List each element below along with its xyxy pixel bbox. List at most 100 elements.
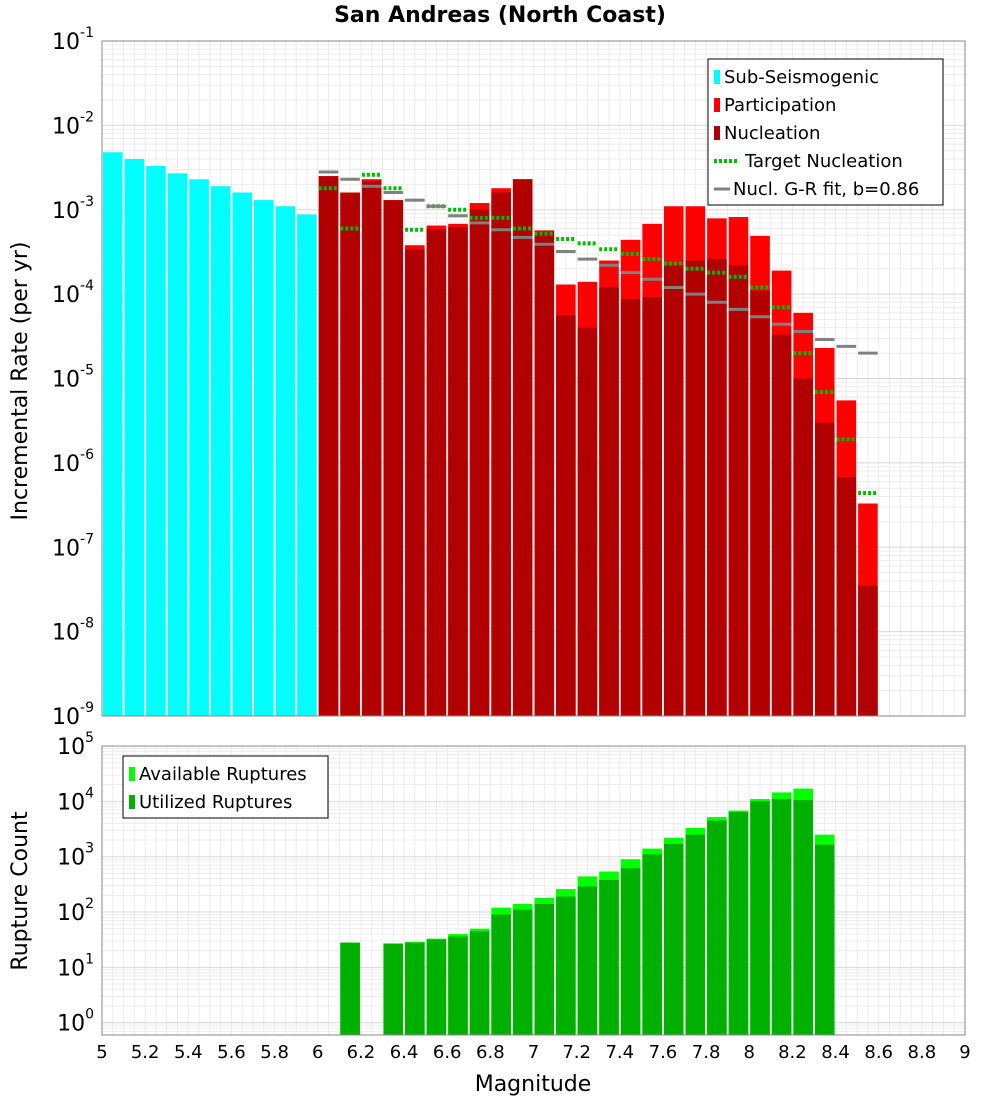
y-tick-label-top: 10-6 xyxy=(52,447,94,477)
x-axis-ticks: 5 5.2 5.4 5.6 5.8 6 6.2 6.4 6.6 6.8 7 7.2 7.4 7.6 7.8 8… xyxy=(96,1042,970,1063)
nucleation-bar xyxy=(750,290,770,716)
utilized-ruptures-bar xyxy=(469,931,490,1035)
utilized-ruptures-bar xyxy=(685,834,706,1035)
y-tick-label-top: 10-9 xyxy=(52,700,94,730)
sub-seismogenic-bar xyxy=(232,192,253,717)
y-tick-label-top: 10-4 xyxy=(52,278,94,308)
y-tick-exponent: -1 xyxy=(80,25,94,41)
nucleation-bar xyxy=(577,327,598,716)
y-tick-base: 10 xyxy=(52,705,80,730)
y-tick-exponent: 2 xyxy=(85,896,94,912)
x-tick-label: 7.8 xyxy=(692,1042,721,1063)
legend-top: Sub-Seismogenic Participation Nucleation Ta… xyxy=(707,58,944,206)
y-tick-exponent: 0 xyxy=(85,1007,94,1023)
x-tick-label: 8.6 xyxy=(864,1042,893,1063)
nucleation-bar xyxy=(599,287,619,716)
nucleation-bar xyxy=(318,176,339,716)
y-tick-base: 10 xyxy=(57,1012,85,1037)
x-tick-label: 6.6 xyxy=(433,1042,462,1063)
sub-seismogenic-bar xyxy=(254,200,274,716)
nucleation-bar xyxy=(340,192,360,717)
x-tick-label: 9 xyxy=(959,1042,970,1063)
sub-seismogenic-bar xyxy=(146,166,166,717)
y-tick-base: 10 xyxy=(52,114,80,139)
y-tick-label-bottom: 101 xyxy=(57,951,94,981)
legend-box xyxy=(122,755,329,819)
x-tick-label: 7.4 xyxy=(605,1042,634,1063)
x-tick-label: 8.4 xyxy=(821,1042,850,1063)
legend-swatch-available-ruptures xyxy=(129,767,135,781)
legend-box xyxy=(707,58,944,206)
nucleation-bar xyxy=(491,192,511,717)
legend-label-participation: Participation xyxy=(724,95,836,116)
legend-swatch-utilized-ruptures xyxy=(129,795,135,809)
utilized-ruptures-bar xyxy=(405,942,425,1035)
y-tick-base: 10 xyxy=(57,846,85,871)
utilized-ruptures-bar xyxy=(448,936,468,1035)
y-tick-base: 10 xyxy=(57,735,85,760)
utilized-ruptures-bar xyxy=(793,800,813,1035)
utilized-ruptures-bar xyxy=(577,886,598,1035)
y-tick-base: 10 xyxy=(57,956,85,981)
y-tick-base: 10 xyxy=(52,283,80,308)
nucleation-bar xyxy=(448,227,468,716)
legend-label-target-nucleation: Target Nucleation xyxy=(744,151,903,172)
legend-bottom: Available Ruptures Utilized Ruptures xyxy=(122,755,329,819)
y-tick-label-bottom: 105 xyxy=(57,730,94,760)
y-tick-label-top: 10-2 xyxy=(52,109,94,139)
y-tick-exponent: -2 xyxy=(80,109,94,125)
legend-swatch-nucleation xyxy=(714,126,720,140)
legend-swatch-participation xyxy=(714,98,720,112)
y-tick-label-bottom: 102 xyxy=(57,896,94,926)
x-tick-label: 5.2 xyxy=(131,1042,160,1063)
nucleation-bar xyxy=(405,249,425,716)
legend-swatch-sub-seismogenic xyxy=(714,70,720,84)
utilized-ruptures-bar xyxy=(771,799,792,1035)
sub-seismogenic-bar xyxy=(297,214,317,717)
legend-label-available-ruptures: Available Ruptures xyxy=(139,764,307,785)
nucleation-bar xyxy=(663,265,684,716)
sub-seismogenic-bar xyxy=(124,158,145,717)
x-tick-label: 5.8 xyxy=(260,1042,289,1063)
x-tick-label: 7.2 xyxy=(562,1042,591,1063)
x-tick-label: 6 xyxy=(312,1042,323,1063)
nucleation-bar xyxy=(858,585,878,716)
y-tick-label-top: 10-5 xyxy=(52,363,94,393)
nucleation-bar xyxy=(426,229,447,717)
x-tick-label: 6.4 xyxy=(390,1042,419,1063)
utilized-ruptures-bar xyxy=(512,909,533,1035)
sub-seismogenic-bar xyxy=(103,152,123,716)
y-tick-base: 10 xyxy=(52,368,80,393)
legend-label-nucl-g-r-fit-b-0-86: Nucl. G-R fit, b=0.86 xyxy=(733,179,919,200)
x-tick-label: 8.2 xyxy=(778,1042,807,1063)
utilized-ruptures-bar xyxy=(556,896,576,1035)
nucleation-bar xyxy=(361,180,382,716)
sub-seismogenic-bar xyxy=(275,206,296,716)
nucleation-bar xyxy=(534,231,555,716)
plot-frame-bottom xyxy=(101,745,966,1036)
y-tick-base: 10 xyxy=(57,901,85,926)
y-tick-exponent: -5 xyxy=(80,363,94,379)
x-tick-label: 6.8 xyxy=(476,1042,505,1063)
utilized-ruptures-bar xyxy=(663,843,684,1035)
nucleation-bar xyxy=(620,299,641,716)
x-tick-label: 7.6 xyxy=(649,1042,678,1063)
bottom-plot-area xyxy=(101,745,966,1036)
x-tick-label: 7 xyxy=(528,1042,539,1063)
y-tick-label-bottom: 100 xyxy=(57,1007,94,1037)
y-tick-label-bottom: 104 xyxy=(57,785,94,815)
nucleation-bar xyxy=(642,297,662,716)
utilized-ruptures-bar xyxy=(599,879,619,1035)
y-tick-exponent: -9 xyxy=(80,700,94,716)
y-tick-exponent: 4 xyxy=(85,785,94,801)
y-tick-exponent: -3 xyxy=(80,194,94,210)
y-tick-label-bottom: 103 xyxy=(57,841,94,871)
y-tick-base: 10 xyxy=(52,30,80,55)
utilized-ruptures-bar xyxy=(534,903,555,1035)
y-tick-exponent: 3 xyxy=(85,841,94,857)
nucleation-bar xyxy=(556,315,576,716)
sub-seismogenic-bar xyxy=(189,179,209,716)
legend-label-nucleation: Nucleation xyxy=(724,123,820,144)
y-tick-label-top: 10-8 xyxy=(52,616,94,646)
utilized-ruptures-bar xyxy=(340,942,360,1035)
